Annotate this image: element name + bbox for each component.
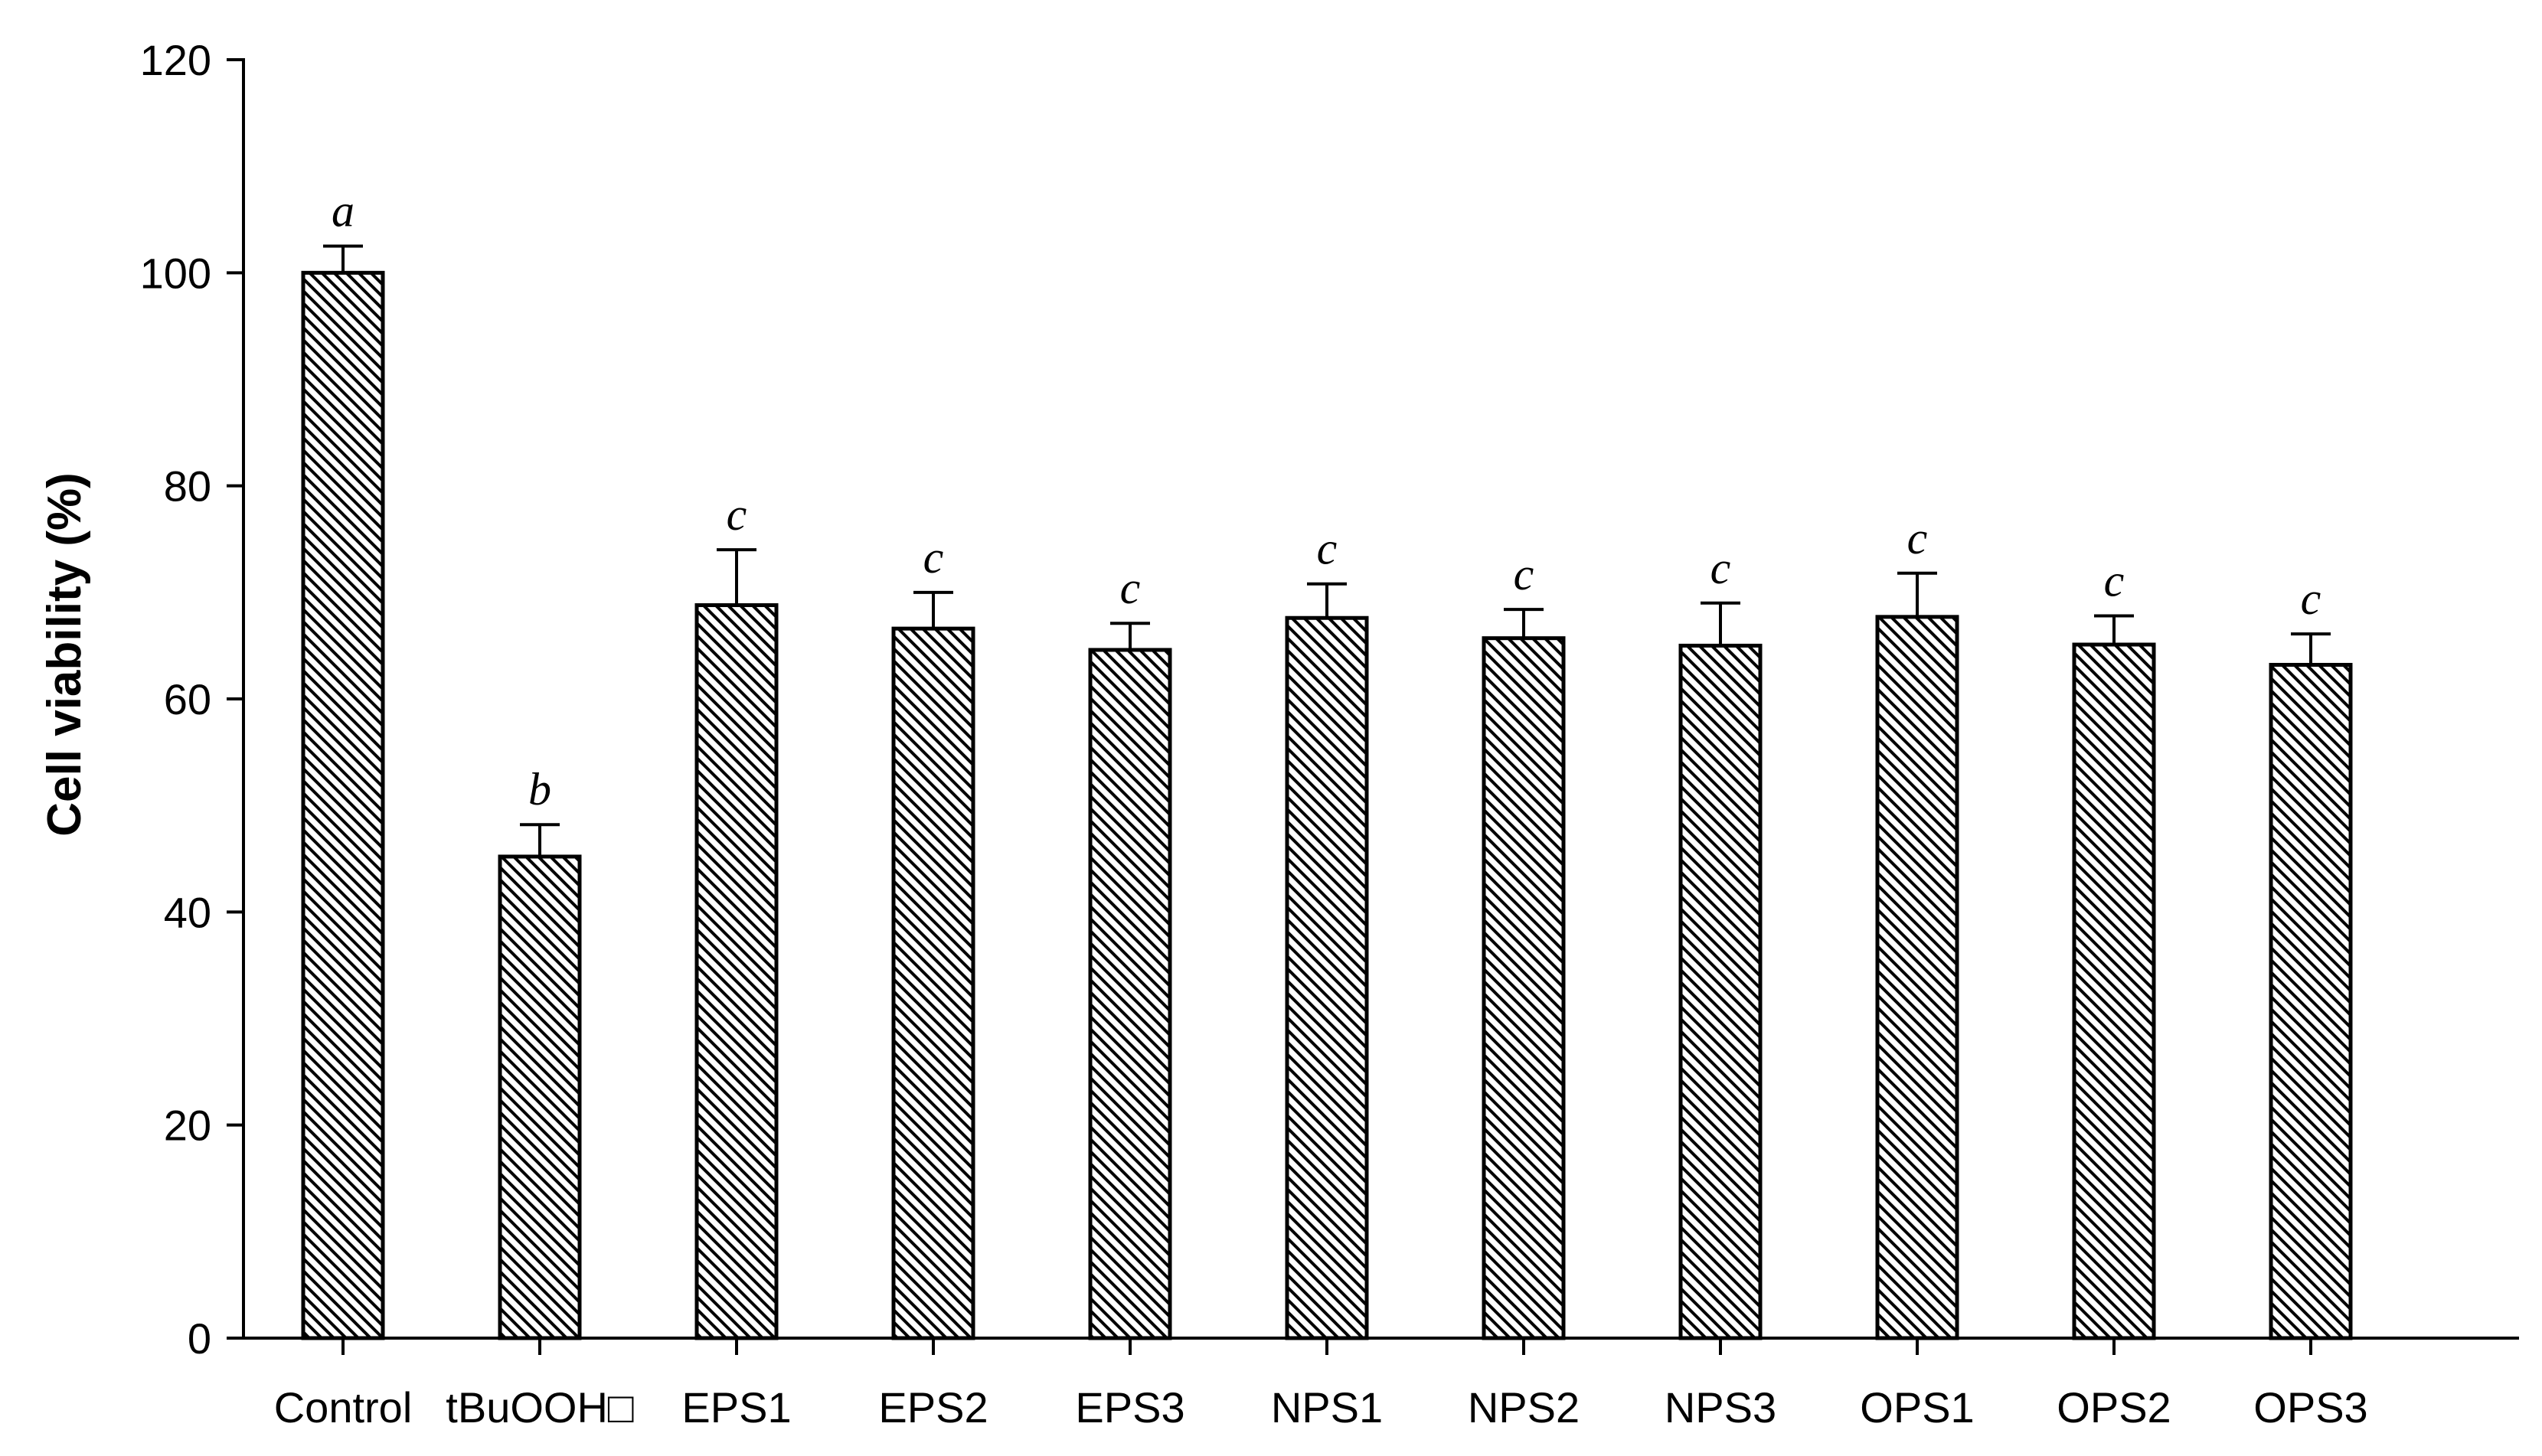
significance-letter: c [727,489,747,540]
x-category-label: OPS3 [2253,1383,2367,1432]
y-tick-label: 40 [164,888,211,936]
y-tick-label: 80 [164,462,211,511]
y-tick-label: 60 [164,675,211,723]
x-category-label: NPS1 [1271,1383,1383,1432]
bar-ops2 [2072,642,2156,1340]
bars-group [301,244,2353,1340]
x-category-label: Control [274,1383,413,1432]
labels-group: 0 20 40 60 80 100 120 a Control b tBuOOH□ c EPS1 c EPS… [140,36,2368,1432]
y-axis-title: Cell viability (%) [38,472,91,836]
significance-letter: c [923,532,944,583]
bar-eps3 [1088,648,1172,1340]
x-category-label: EPS3 [1075,1383,1184,1432]
significance-letter: b [528,764,551,815]
bar-eps1 [694,603,779,1340]
significance-letter: c [2301,573,2321,624]
x-category-label: tBuOOH□ [446,1383,634,1432]
y-tick-label: 100 [140,249,211,297]
significance-letter: a [332,186,355,237]
y-tick-label: 120 [140,36,211,84]
bar-tbuooh [498,854,582,1340]
y-tick-label: 20 [164,1102,211,1150]
x-category-label: EPS1 [681,1383,791,1432]
bar-nps3 [1678,643,1763,1340]
x-category-label: NPS2 [1468,1383,1580,1432]
bar-eps2 [891,626,975,1340]
significance-letter: c [1514,549,1534,599]
significance-letter: c [1710,543,1731,593]
bar-ops3 [2269,662,2353,1340]
significance-letter: c [1120,563,1141,613]
x-category-label: OPS2 [2057,1383,2171,1432]
significance-letter: c [2104,555,2125,606]
significance-letter: c [1907,513,1928,563]
x-category-label: OPS1 [1860,1383,1974,1432]
y-tick-label: 0 [188,1314,211,1363]
bar-nps1 [1285,615,1369,1340]
x-category-label: NPS3 [1665,1383,1776,1432]
x-category-label: EPS2 [878,1383,988,1432]
bar-control [301,270,385,1340]
bar-ops1 [1875,615,1959,1340]
significance-letter: c [1317,524,1338,574]
bar-nps2 [1482,636,1566,1340]
